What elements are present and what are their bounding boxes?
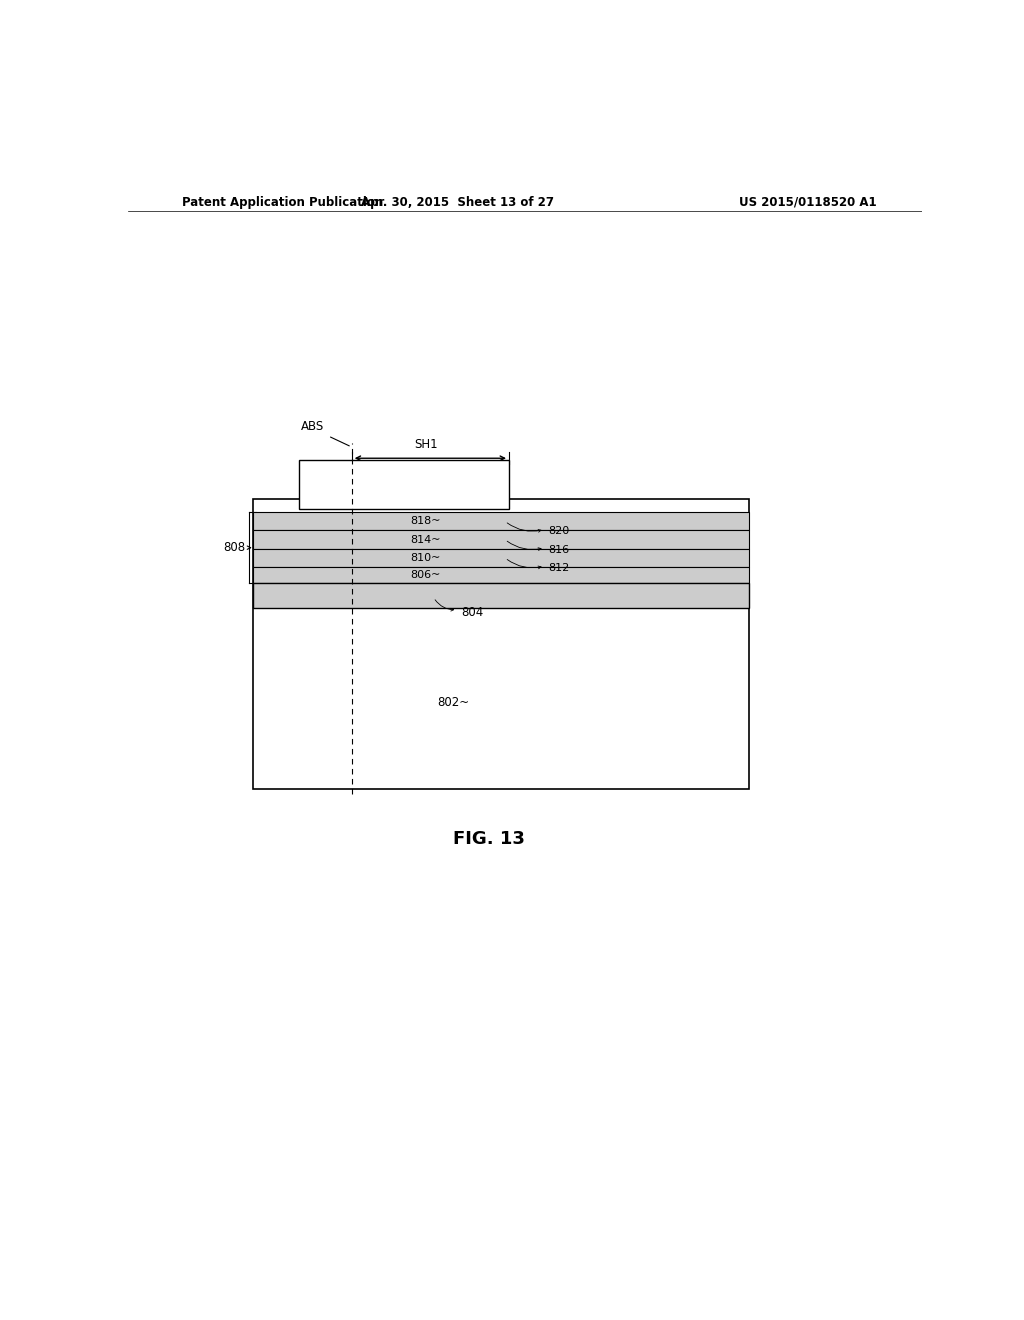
Text: FIG. 13: FIG. 13 (454, 830, 525, 849)
Text: 802~: 802~ (437, 696, 470, 709)
Text: SH1: SH1 (414, 438, 437, 451)
Bar (253, 531, 750, 549)
Bar (253, 499, 750, 788)
Text: 812: 812 (549, 564, 570, 573)
Text: 816: 816 (549, 545, 569, 554)
Text: US 2015/0118520 A1: US 2015/0118520 A1 (739, 195, 877, 209)
Text: 810~: 810~ (411, 553, 440, 562)
Text: Apr. 30, 2015  Sheet 13 of 27: Apr. 30, 2015 Sheet 13 of 27 (360, 195, 554, 209)
Bar (253, 568, 750, 583)
Text: 1302~: 1302~ (382, 482, 422, 494)
Text: 806~: 806~ (411, 570, 440, 579)
Text: ABS: ABS (301, 420, 324, 433)
Text: 814~: 814~ (411, 535, 441, 545)
Text: 804: 804 (461, 606, 483, 619)
Bar (253, 549, 750, 568)
Text: 818~: 818~ (411, 516, 441, 527)
Bar (299, 461, 509, 510)
Bar (253, 583, 750, 607)
Text: 820: 820 (549, 527, 570, 536)
Text: Patent Application Publication: Patent Application Publication (182, 195, 383, 209)
Text: 808: 808 (223, 541, 246, 554)
Bar (253, 512, 750, 531)
